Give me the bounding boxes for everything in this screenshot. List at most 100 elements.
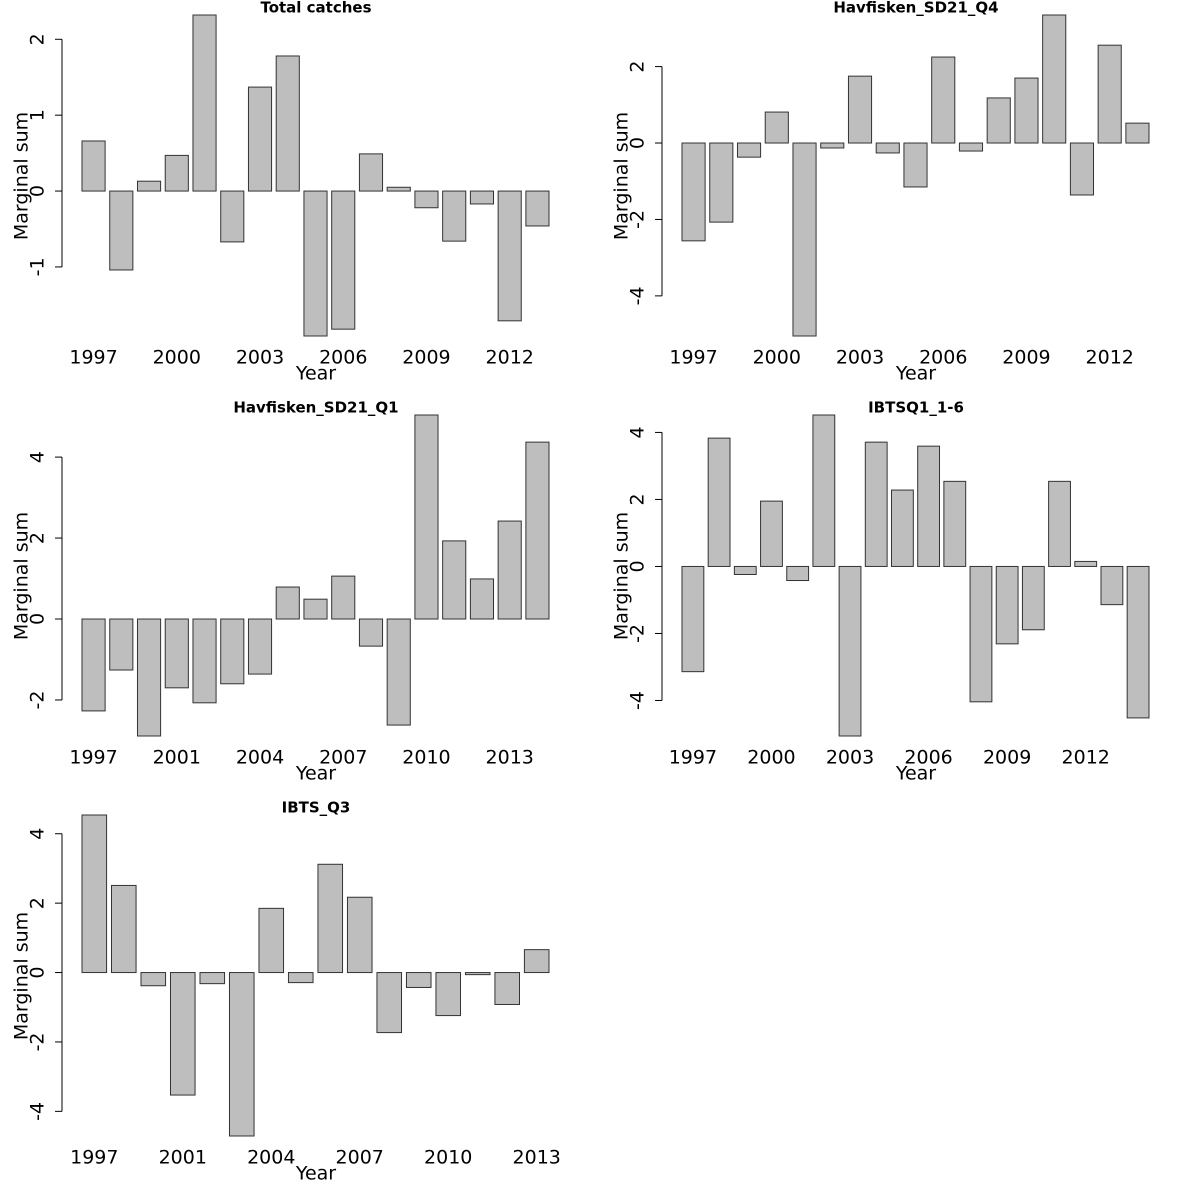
- bar: [786, 565, 810, 582]
- y-tick-label: 0: [627, 560, 649, 572]
- x-tick-label: 2013: [513, 1147, 561, 1169]
- bar: [995, 565, 1019, 645]
- x-axis-label: Year: [295, 1163, 336, 1185]
- bar: [136, 618, 162, 737]
- bar: [1014, 77, 1039, 144]
- x-tick-label: 2004: [236, 747, 284, 769]
- x-tick-label: 2007: [319, 747, 367, 769]
- bar: [386, 186, 411, 192]
- bar: [464, 972, 491, 976]
- x-tick-label: 2010: [424, 1147, 472, 1169]
- bar: [736, 142, 762, 158]
- y-tick-label: 2: [627, 493, 649, 505]
- y-tick-label: 4: [627, 426, 649, 438]
- bar: [497, 520, 522, 620]
- bar: [275, 586, 300, 620]
- x-tick-label: 2001: [153, 747, 201, 769]
- bar: [136, 180, 162, 192]
- x-tick-label: 1997: [69, 747, 117, 769]
- x-tick-label: 2012: [1086, 347, 1134, 369]
- y-tick-label: -4: [627, 286, 649, 305]
- bar: [764, 111, 789, 144]
- x-tick-label: 2003: [836, 347, 884, 369]
- bar: [812, 414, 836, 567]
- bar: [220, 190, 245, 243]
- bar: [164, 618, 189, 689]
- x-tick-label: 2003: [826, 747, 874, 769]
- y-tick-label: 2: [627, 61, 649, 73]
- x-tick-label: 2006: [919, 347, 967, 369]
- x-axis-label: Year: [295, 763, 336, 785]
- y-axis-label: Marginal sum: [11, 112, 33, 240]
- bar: [386, 618, 411, 726]
- x-tick-label: 1997: [669, 747, 717, 769]
- bar: [228, 972, 255, 1137]
- bar: [110, 884, 137, 974]
- bar: [1048, 480, 1071, 567]
- bar: [1125, 122, 1150, 144]
- y-tick-label: -4: [627, 691, 649, 710]
- x-axis-label: Year: [895, 763, 936, 785]
- y-tick-label: 0: [27, 185, 49, 197]
- bar: [943, 480, 967, 567]
- bar: [192, 14, 217, 192]
- y-tick-label: 2: [27, 532, 49, 544]
- bar: [275, 55, 300, 192]
- y-tick-label: 2: [27, 897, 49, 909]
- bar: [414, 190, 439, 209]
- bar: [435, 972, 462, 1017]
- x-tick-label: 2006: [319, 347, 367, 369]
- bar: [709, 142, 734, 223]
- bar: [847, 75, 873, 144]
- bar: [1097, 44, 1122, 144]
- bar: [1021, 565, 1045, 631]
- x-tick-label: 2007: [336, 1147, 384, 1169]
- y-tick-label: 4: [27, 828, 49, 840]
- bar: [247, 86, 273, 192]
- panel-title: Total catches: [260, 0, 371, 17]
- bar: [760, 500, 783, 567]
- y-tick-label: -2: [627, 624, 649, 643]
- x-tick-label: 2003: [236, 347, 284, 369]
- bar: [405, 972, 432, 988]
- bar: [303, 598, 328, 620]
- x-tick-label: 2010: [402, 747, 450, 769]
- bar: [497, 190, 522, 322]
- bar: [494, 972, 521, 1005]
- x-tick-label: 2009: [1002, 347, 1050, 369]
- x-tick-label: 2006: [904, 747, 952, 769]
- y-tick-label: 0: [627, 137, 649, 149]
- x-tick-label: 2000: [153, 347, 201, 369]
- y-tick-label: -2: [27, 690, 49, 709]
- bar: [903, 142, 928, 188]
- bar: [733, 565, 757, 575]
- x-tick-label: 1997: [70, 1147, 118, 1169]
- bar: [287, 972, 314, 984]
- y-tick-label: 1: [27, 109, 49, 121]
- bar: [875, 142, 900, 154]
- bar: [917, 445, 941, 567]
- x-tick-label: 2000: [753, 347, 801, 369]
- bar: [414, 414, 439, 620]
- panel: IBTS_Q3 Year Marginal sum -4 -2 0 2 4 1997 2001 20…: [11, 799, 561, 1185]
- bar: [192, 618, 217, 704]
- y-axis-label: Marginal sum: [11, 912, 33, 1040]
- bar: [1069, 142, 1095, 196]
- bar: [681, 142, 706, 242]
- y-tick-label: -2: [27, 1032, 49, 1051]
- bar: [864, 441, 888, 567]
- bar: [525, 190, 550, 227]
- x-tick-label: 2001: [159, 1147, 207, 1169]
- panel: Havfisken_SD21_Q1 Year Marginal sum -2 0 2 4 19…: [11, 399, 550, 785]
- bar: [469, 190, 495, 205]
- bar: [331, 190, 356, 330]
- bar: [109, 618, 134, 671]
- panel: Havfisken_SD21_Q4 Year Marginal sum -4 -2 0 2 1…: [611, 0, 1150, 385]
- bar: [792, 142, 817, 337]
- y-axis-label: Marginal sum: [611, 512, 633, 640]
- bar: [164, 154, 189, 192]
- bar: [220, 618, 245, 685]
- panel-title: IBTSQ1_1-6: [868, 399, 964, 417]
- y-tick-label: -4: [27, 1102, 49, 1121]
